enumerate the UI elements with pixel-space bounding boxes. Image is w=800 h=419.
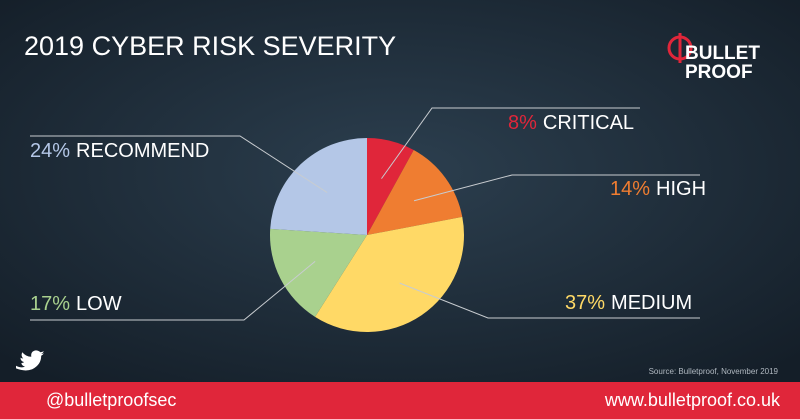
leader-line [30,135,328,193]
slice-label: 37% MEDIUM [565,292,692,314]
slice-category-label: MEDIUM [611,292,692,314]
source-note: Source: Bulletproof, November 2019 [649,367,779,376]
pie-slice [367,149,463,235]
slice-category-label: LOW [76,293,122,315]
slice-value-label: 37% [565,292,605,314]
slice-label: 14% HIGH [610,178,706,200]
website[interactable]: www.bulletproof.co.uk [604,390,781,410]
slice-label: 17% LOW [30,293,122,315]
logo: BULLET PROOF [667,33,760,83]
logo-text: PROOF [685,62,753,83]
pie-slice [269,228,367,317]
leader-line [399,282,700,319]
slice-value-label: 17% [30,293,70,315]
slice-value-label: 8% [508,112,537,134]
chart-title: 2019 CYBER RISK SEVERITY [24,31,396,61]
pie [269,138,465,332]
twitter-icon [16,350,44,371]
leader-line [413,174,700,202]
pie-slice [367,138,414,235]
slice-category-label: RECOMMEND [76,140,209,162]
logo-text: BULLET [685,43,760,64]
slice-value-label: 14% [610,178,650,200]
slice-value-label: 24% [30,140,70,162]
leader-line [381,107,640,179]
footer-bar [0,382,800,419]
slice-label: 8% CRITICAL [508,112,634,134]
slice-category-label: HIGH [656,178,706,200]
pie-slice [315,216,465,332]
slice-category-label: CRITICAL [543,112,634,134]
leader-line [30,261,316,321]
twitter-handle[interactable]: @bulletproofsec [46,390,176,410]
slice-label: 24% RECOMMEND [30,140,209,162]
